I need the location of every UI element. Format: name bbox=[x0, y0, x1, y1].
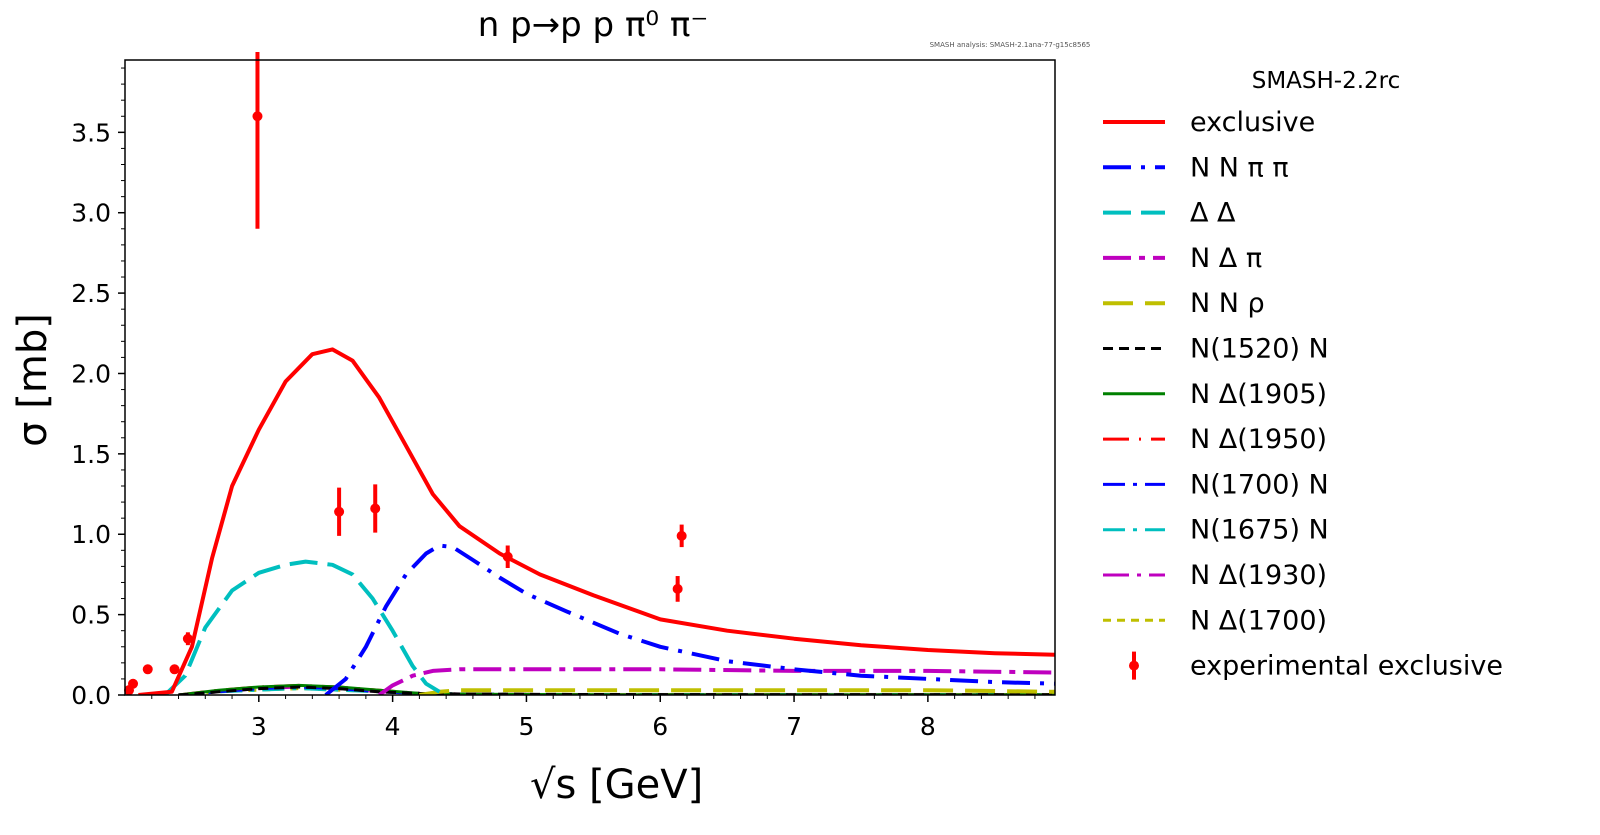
x-tick-label: 4 bbox=[385, 712, 401, 741]
legend-label: N N ρ bbox=[1190, 288, 1265, 319]
y-axis-label: σ [mb] bbox=[10, 313, 56, 447]
experimental-point bbox=[502, 551, 513, 562]
legend-label: N Δ(1950) bbox=[1190, 424, 1327, 455]
experimental-point bbox=[252, 111, 263, 122]
series-layer bbox=[138, 347, 1055, 695]
series-line-0 bbox=[138, 347, 1055, 695]
legend-point-swatch bbox=[1129, 660, 1139, 671]
y-tick-label: 1.0 bbox=[71, 520, 111, 549]
chart-title: n p→p p π⁰ π⁻ bbox=[478, 5, 709, 45]
legend-label: N Δ π bbox=[1190, 243, 1262, 274]
experimental-point bbox=[169, 664, 180, 675]
series-line-2 bbox=[163, 559, 441, 695]
legend-label: N(1520) N bbox=[1190, 334, 1329, 365]
x-axis-label-text: √s [GeV] bbox=[530, 762, 703, 808]
experimental-point bbox=[334, 506, 345, 517]
experimental-point bbox=[182, 633, 193, 644]
y-tick-label: 3.0 bbox=[71, 199, 111, 228]
x-axis-label: √s [GeV] bbox=[530, 762, 703, 808]
x-tick-label: 8 bbox=[920, 712, 936, 741]
experimental-point bbox=[676, 530, 687, 541]
legend-label: N Δ(1905) bbox=[1190, 379, 1327, 410]
legend-title: SMASH-2.2rc bbox=[1252, 68, 1401, 94]
y-tick-label: 2.0 bbox=[71, 359, 111, 388]
legend-label: N Δ(1700) bbox=[1190, 605, 1327, 636]
y-tick-label: 0.5 bbox=[71, 601, 111, 630]
experimental-points-layer bbox=[124, 51, 687, 696]
x-tick-label: 5 bbox=[518, 712, 534, 741]
legend-label: exclusive bbox=[1190, 107, 1315, 138]
y-tick-label: 2.5 bbox=[71, 279, 111, 308]
series-line-5 bbox=[178, 685, 1055, 695]
y-tick-label: 3.5 bbox=[71, 118, 111, 147]
series-line-3 bbox=[378, 667, 1055, 695]
legend: exclusive N N π π Δ Δ N Δ π N N ρ N(1520) N N … bbox=[1103, 107, 1503, 682]
experimental-point bbox=[142, 664, 153, 675]
experimental-point bbox=[128, 678, 139, 689]
x-tick-label: 6 bbox=[652, 712, 668, 741]
legend-label: N(1700) N bbox=[1190, 469, 1329, 500]
legend-label: Δ Δ bbox=[1190, 198, 1236, 229]
y-tick-label: 0.0 bbox=[71, 681, 111, 710]
x-tick-label: 3 bbox=[251, 712, 267, 741]
legend-label: experimental exclusive bbox=[1190, 651, 1503, 682]
y-tick-label: 1.5 bbox=[71, 440, 111, 469]
legend-label: N(1675) N bbox=[1190, 515, 1329, 546]
legend-label: N Δ(1930) bbox=[1190, 560, 1327, 591]
series-line-4 bbox=[419, 688, 1055, 695]
ticks-layer: 3 4 5 6 7 8 0.0 0.5 1.0 1.5 2.0 2.5 3.0 3.5 bbox=[71, 67, 1036, 741]
series-line-1 bbox=[324, 543, 1055, 695]
x-tick-label: 7 bbox=[786, 712, 802, 741]
experimental-point bbox=[370, 503, 381, 514]
legend-label: N N π π bbox=[1190, 152, 1289, 183]
experimental-point bbox=[672, 583, 683, 594]
plot-frame bbox=[124, 59, 1056, 696]
analysis-watermark: SMASH analysis: SMASH-2.1ana-77-g15c8565 bbox=[930, 41, 1091, 49]
